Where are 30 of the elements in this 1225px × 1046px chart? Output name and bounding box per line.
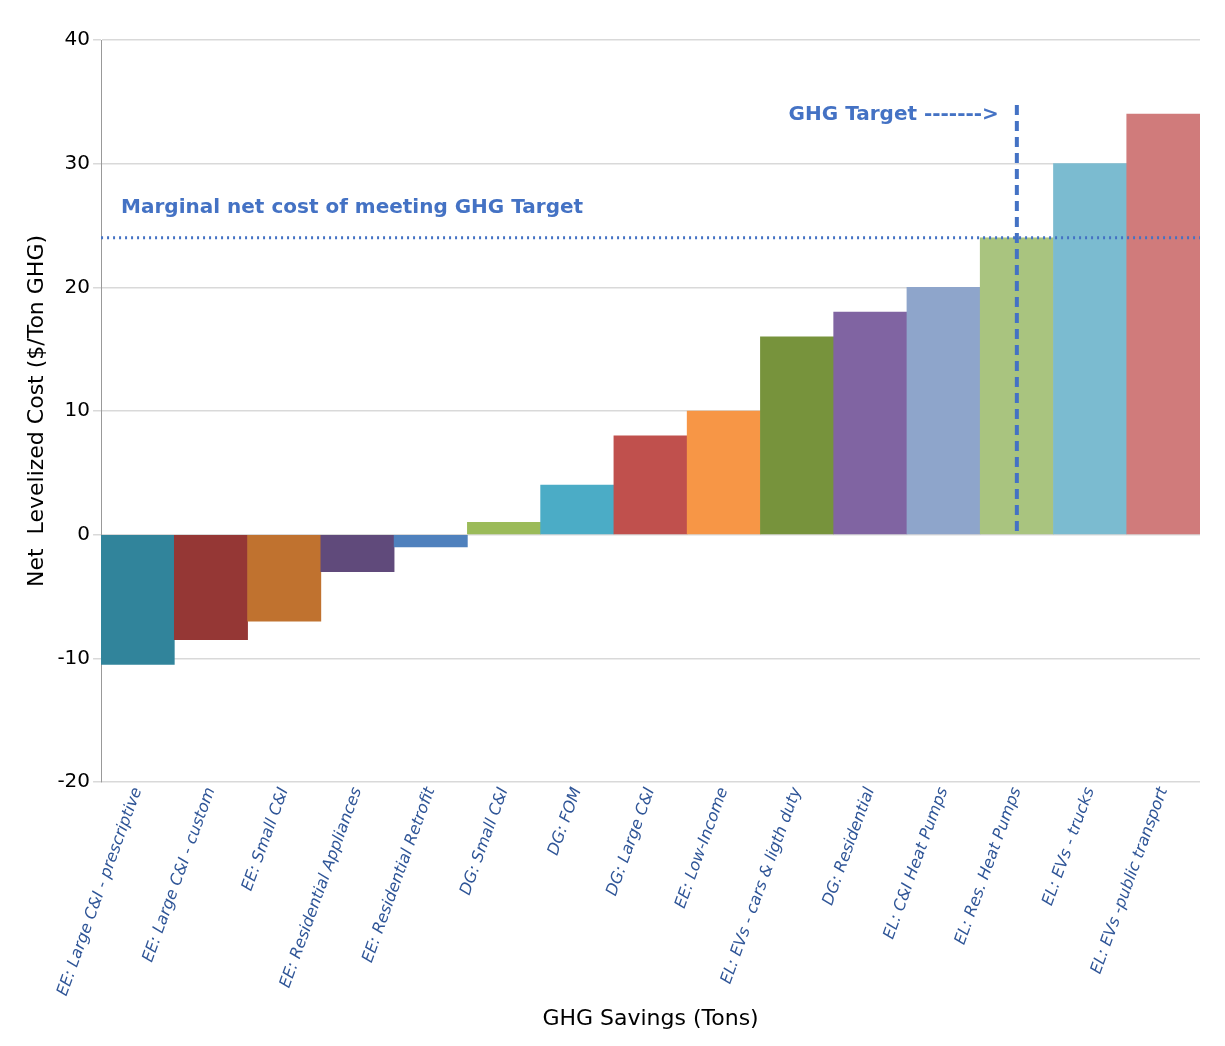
x-tick-label: EE: Small C&I — [236, 784, 292, 894]
y-axis-title: Net Levelized Cost ($/Ton GHG) — [22, 234, 48, 588]
x-tick-label: DG: Large C&I — [601, 784, 659, 899]
bar — [833, 311, 908, 535]
bar — [101, 535, 175, 665]
bar — [174, 535, 248, 641]
bar — [320, 535, 395, 573]
y-tick-label: -10 — [57, 644, 91, 669]
bar — [1126, 113, 1200, 535]
x-axis-title: GHG Savings (Tons) — [542, 1004, 759, 1030]
ref-line-label: Marginal net cost of meeting GHG Target — [121, 194, 584, 219]
y-tick-label: 10 — [64, 397, 91, 422]
y-tick-label: 30 — [64, 149, 91, 174]
y-tick-label: 0 — [77, 520, 91, 545]
x-tick-label: DG: FOM — [542, 784, 585, 858]
x-tick-label: EL: EVs - trucks — [1037, 784, 1098, 908]
bar — [540, 484, 615, 535]
bar — [247, 535, 322, 622]
y-tick-label: -20 — [57, 768, 91, 793]
bar — [906, 287, 981, 535]
bar — [613, 435, 688, 535]
bar — [467, 521, 541, 535]
bar — [760, 336, 835, 535]
y-tick-label: 40 — [64, 26, 91, 51]
x-tick-label: DG: Small C&I — [455, 784, 512, 898]
bar — [393, 535, 468, 548]
bar — [686, 410, 761, 535]
y-tick-label: 20 — [64, 273, 91, 298]
ref-line-label: GHG Target -------> — [788, 101, 999, 126]
bar — [1053, 163, 1128, 535]
